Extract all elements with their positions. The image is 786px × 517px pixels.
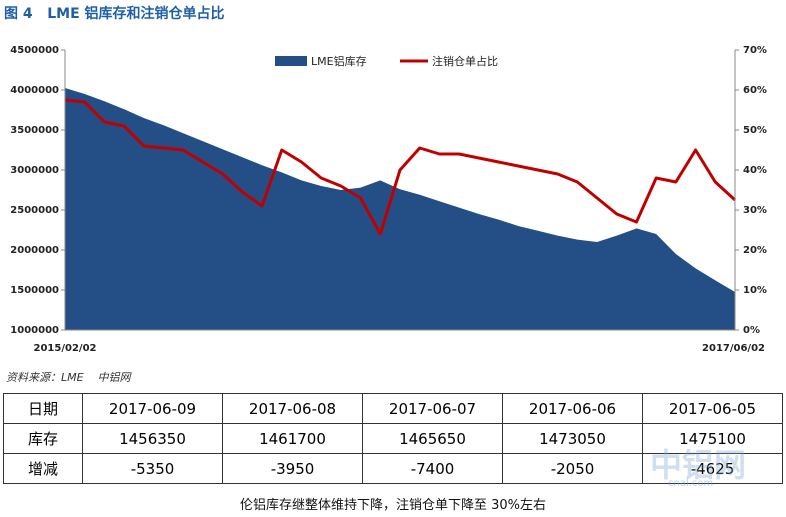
data-table: 日期 2017-06-09 2017-06-08 2017-06-07 2017-06-…: [3, 393, 783, 484]
table-cell: 1461700: [222, 423, 363, 454]
y-tick-label: 2000000: [10, 245, 59, 256]
caption: 伦铝库存继整体维持下降，注销仓单下降至 30%左右: [239, 498, 547, 513]
table-cell: 1473050: [502, 423, 643, 454]
area: [65, 88, 735, 330]
table-cell: 1475100: [642, 423, 783, 454]
y-tick-label: 4000000: [10, 85, 59, 96]
y-tick-label: 1000000: [10, 325, 59, 336]
table-cell: -7400: [362, 453, 503, 484]
table-cell: -5350: [82, 453, 223, 484]
y2-tick-label: 50%: [743, 125, 767, 136]
table-cell: 2017-06-09: [82, 393, 223, 424]
y2-tick-label: 30%: [743, 205, 767, 216]
source: 资料来源：LME 中铝网: [6, 371, 131, 384]
table-cell: 2017-06-05: [642, 393, 783, 424]
table-cell: 库存: [3, 423, 83, 454]
x-tick-label: 2015/02/02: [34, 343, 97, 354]
y2-tick-label: 0%: [743, 325, 760, 336]
x-tick-label: 2017/06/02: [702, 343, 765, 354]
y-tick-label: 4500000: [10, 45, 59, 56]
title: 图 4 LME 铝库存和注销仓单占比: [4, 6, 225, 22]
y-tick-label: 1500000: [10, 285, 59, 296]
watermark: 中铝网: [650, 446, 747, 484]
legend-label: 注销仓单占比: [432, 54, 498, 68]
table-cell: 1456350: [82, 423, 223, 454]
legend-label: LME铝库存: [311, 54, 367, 68]
table-cell: 2017-06-07: [362, 393, 503, 424]
table-cell: 2017-06-06: [502, 393, 643, 424]
table-row: 库存 1456350 1461700 1465650 1473050 1475100: [3, 423, 783, 454]
y2-tick-label: 60%: [743, 85, 767, 96]
legend-swatch: [275, 56, 307, 66]
y2-tick-label: 20%: [743, 245, 767, 256]
table-cell: -3950: [222, 453, 363, 484]
line: [64, 98, 737, 236]
y-tick-label: 3000000: [10, 165, 59, 176]
table-cell: -2050: [502, 453, 643, 484]
y2-tick-label: 10%: [743, 285, 767, 296]
y2-tick-label: 70%: [743, 45, 767, 56]
table-row: 增减 -5350 -3950 -7400 -2050 -4625: [3, 453, 783, 484]
y-tick-label: 3500000: [10, 125, 59, 136]
y2-tick-label: 40%: [743, 165, 767, 176]
table-cell: -4625: [642, 453, 783, 484]
table-row: 日期 2017-06-09 2017-06-08 2017-06-07 2017-06-…: [3, 393, 783, 424]
watermark: cnal.com: [668, 478, 714, 489]
table-cell: 日期: [3, 393, 83, 424]
table-cell: 增减: [3, 453, 83, 484]
chart: CNAL100000015000002000000250000030000003…: [10, 45, 767, 354]
table-cell: 1465650: [362, 423, 503, 454]
table-cell: 2017-06-08: [222, 393, 363, 424]
y-tick-label: 2500000: [10, 205, 59, 216]
